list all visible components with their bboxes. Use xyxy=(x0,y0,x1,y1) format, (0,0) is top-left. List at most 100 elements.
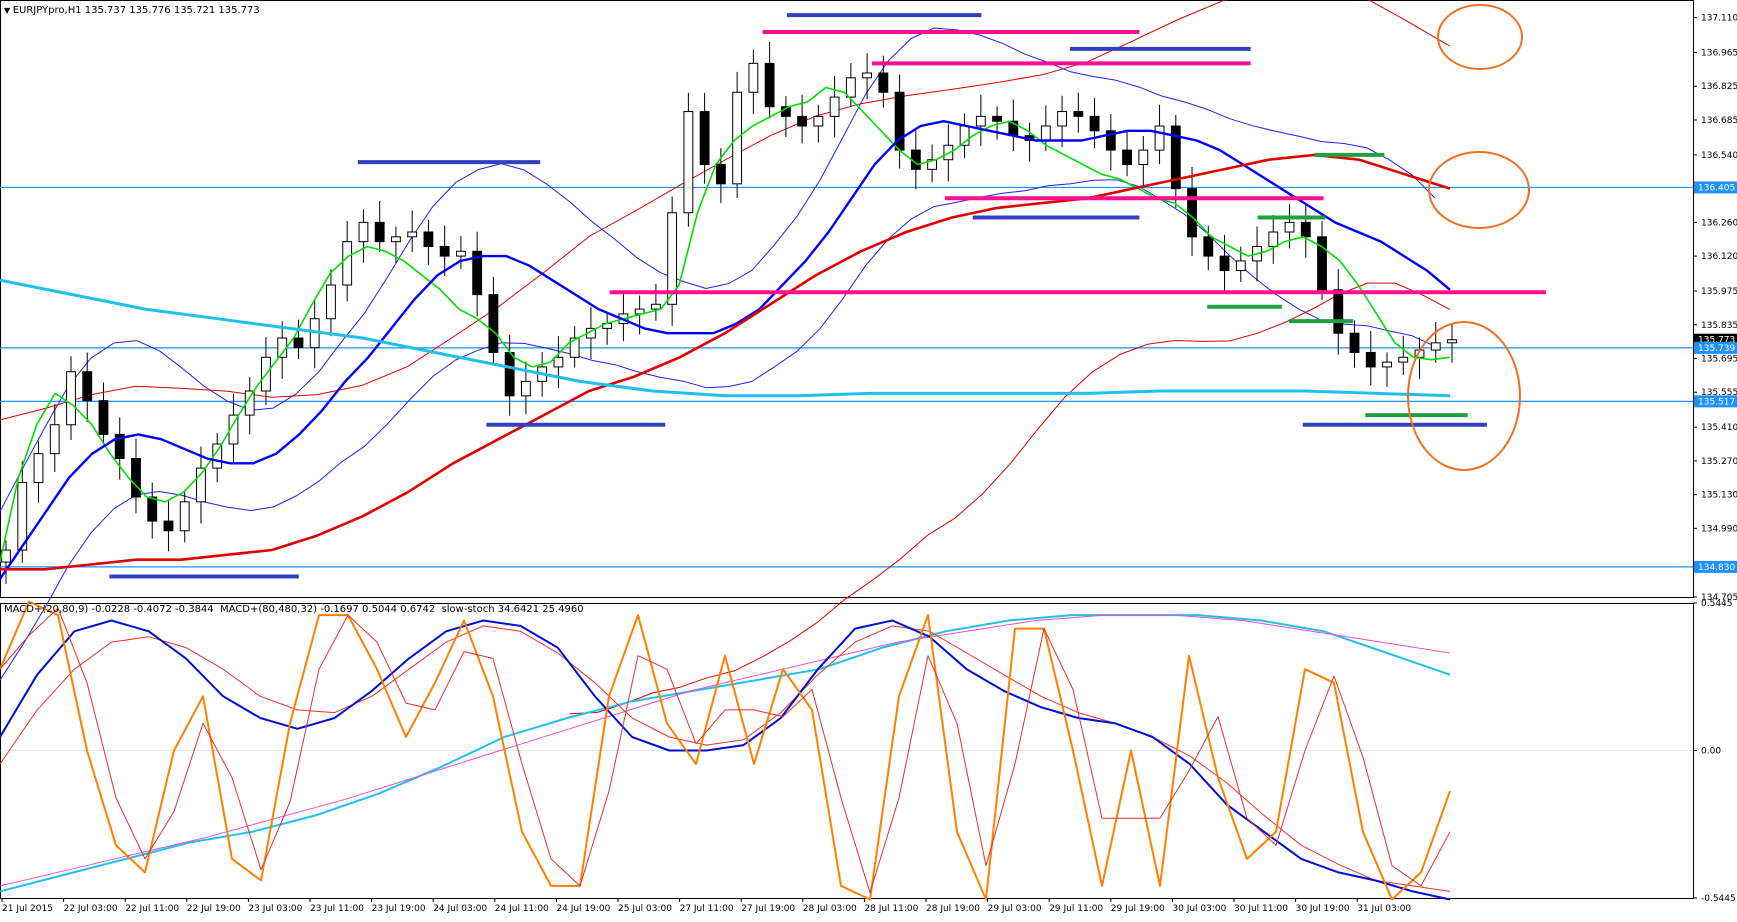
candle-bear xyxy=(764,62,775,108)
candle-bear xyxy=(1349,332,1360,353)
symbol-label: EURJPYpro,H1 xyxy=(12,5,82,16)
highlight-circle xyxy=(1437,4,1523,70)
y-tick-label: 137.110 xyxy=(1701,14,1737,24)
candle-bull xyxy=(1284,221,1295,233)
candle-bear xyxy=(293,337,304,349)
y-tick-label: 135.695 xyxy=(1701,354,1737,364)
x-tick-label: 23 Jul 03:00 xyxy=(248,904,302,914)
candle-bear xyxy=(374,221,385,243)
x-tick-label: 29 Jul 11:00 xyxy=(1049,904,1103,914)
macd-y-tick-label: 0.00 xyxy=(1701,747,1721,757)
x-tick-label: 28 Jul 11:00 xyxy=(864,904,918,914)
price-tag-label: 135.773 xyxy=(1698,336,1735,346)
x-tick-label: 23 Jul 19:00 xyxy=(372,904,426,914)
candle-bear xyxy=(1105,130,1116,151)
candle-bear xyxy=(699,111,710,166)
x-tick-label: 24 Jul 19:00 xyxy=(556,904,610,914)
candle-bull xyxy=(667,212,678,305)
y-tick-label: 134.990 xyxy=(1701,524,1737,534)
candle-bear xyxy=(504,351,515,397)
x-tick-label: 24 Jul 03:00 xyxy=(433,904,487,914)
candle-bear xyxy=(98,400,109,435)
candle-bull xyxy=(553,356,564,368)
indicator-header: MACD+(20,80,9) -0.0228 -0.4072 -0.3844 M… xyxy=(4,604,584,615)
x-tick-label: 21 Jul 2015 xyxy=(2,904,53,914)
macd-long-line xyxy=(0,614,1451,893)
candle-bull xyxy=(326,284,336,320)
candle-bear xyxy=(423,231,434,247)
candle-bear xyxy=(163,520,174,532)
candle-bear xyxy=(1300,221,1311,238)
candle-bear xyxy=(82,371,93,402)
stoch-label: slow-stoch 34.6421 25.4960 xyxy=(441,604,584,615)
candle-bear xyxy=(439,245,450,257)
y-tick-label: 136.540 xyxy=(1701,151,1737,161)
candle-bull xyxy=(845,77,856,98)
candle-bear xyxy=(878,72,889,93)
candle-bull xyxy=(196,467,206,503)
candle-bear xyxy=(1122,149,1132,166)
macd-y-tick-label: -0.5445 xyxy=(1701,894,1736,904)
x-tick-label: 30 Jul 03:00 xyxy=(1172,904,1226,914)
candle-bear xyxy=(1073,111,1084,117)
candle-bear xyxy=(1203,236,1214,257)
price-tag xyxy=(1694,181,1737,194)
y-tick-label: 134.705 xyxy=(1701,593,1737,603)
candle-bear xyxy=(1365,351,1376,368)
y-tick-label: 135.270 xyxy=(1701,457,1737,467)
candle-bull xyxy=(1268,231,1279,247)
candle-bear xyxy=(797,115,808,127)
candle-bull xyxy=(66,371,76,426)
y-tick-label: 136.120 xyxy=(1701,252,1737,262)
candle-bull xyxy=(179,501,190,532)
price-tag-label: 134.830 xyxy=(1698,563,1735,573)
candle-bull xyxy=(17,482,28,551)
candle-bear xyxy=(488,294,499,353)
candle-bear xyxy=(1170,125,1181,190)
candle-bull xyxy=(33,453,44,484)
y-tick-label: 135.130 xyxy=(1701,491,1737,501)
y-tick-label: 136.685 xyxy=(1701,116,1737,126)
candle-bull xyxy=(1447,339,1457,344)
x-tick-label: 27 Jul 11:00 xyxy=(680,904,734,914)
candle-bull xyxy=(1040,125,1051,141)
macd-long-signal-line xyxy=(0,614,1451,887)
x-tick-label: 24 Jul 11:00 xyxy=(495,904,549,914)
candle-bear xyxy=(1333,289,1344,334)
candle-bull xyxy=(277,337,288,358)
y-tick-label: 135.835 xyxy=(1701,321,1737,331)
candle-bear xyxy=(1317,236,1327,291)
x-tick-label: 25 Jul 03:00 xyxy=(618,904,672,914)
candle-bear xyxy=(715,164,726,185)
candle-bull xyxy=(1057,111,1067,127)
x-tick-label: 28 Jul 03:00 xyxy=(803,904,857,914)
y-tick-label: 135.410 xyxy=(1701,423,1737,433)
y-tick-label: 136.260 xyxy=(1701,218,1737,228)
x-tick-label: 28 Jul 19:00 xyxy=(926,904,980,914)
price-header: ▼ EURJPYpro,H1 135.737 135.776 135.721 1… xyxy=(4,5,260,16)
highlight-circle xyxy=(1407,321,1521,471)
macd-main-line xyxy=(0,619,1451,901)
candle-bull xyxy=(1382,361,1392,368)
envelope-lower-red xyxy=(569,282,1451,715)
y-tick-label: 135.555 xyxy=(1701,388,1737,398)
x-tick-label: 23 Jul 11:00 xyxy=(310,904,364,914)
candle-bull xyxy=(927,159,938,170)
candle-bull xyxy=(1430,342,1441,351)
candle-bull xyxy=(244,390,255,416)
collapse-arrow-icon[interactable]: ▼ xyxy=(4,6,13,15)
candle-bear xyxy=(131,457,141,498)
candle-bull xyxy=(813,115,824,127)
candle-bull xyxy=(342,241,353,286)
y-tick-label: 135.975 xyxy=(1701,287,1737,297)
candle-bear xyxy=(1089,115,1100,132)
candle-bull xyxy=(1235,260,1246,272)
candle-bull xyxy=(569,337,580,358)
x-tick-label: 29 Jul 03:00 xyxy=(988,904,1042,914)
candle-bull xyxy=(683,111,694,214)
candle-bear xyxy=(1219,255,1230,272)
candle-bull xyxy=(1138,149,1149,166)
stoch-k-line xyxy=(0,600,1451,901)
